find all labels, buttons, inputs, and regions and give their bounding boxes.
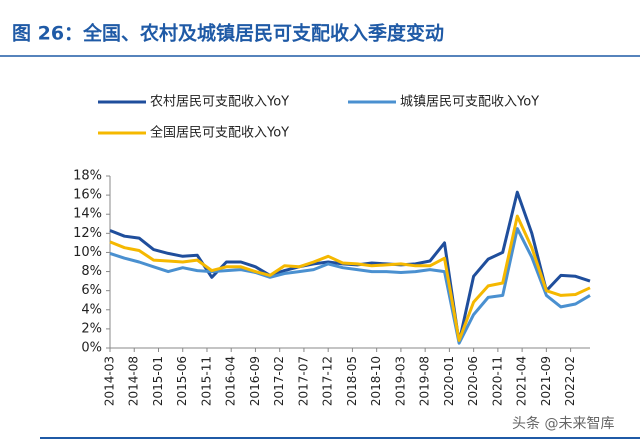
x-tick-label: 2019-08 [418, 356, 432, 406]
y-tick-label: 12% [73, 226, 102, 241]
x-tick-label: 2018-10 [369, 356, 383, 406]
y-tick-label: 10% [73, 245, 102, 260]
x-tick-label: 2018-05 [345, 356, 359, 406]
legend-label: 农村居民可支配收入YoY [150, 95, 289, 110]
x-tick-label: 2015-11 [199, 356, 213, 406]
x-tick-label: 2021-09 [539, 356, 553, 406]
x-tick-label: 2014-03 [103, 356, 117, 406]
series-line [109, 214, 591, 342]
x-tick-label: 2015-06 [175, 356, 189, 406]
x-tick-label: 2022-02 [563, 356, 577, 406]
y-tick-label: 8% [81, 264, 102, 279]
legend-label: 城镇居民可支配收入YoY [400, 95, 539, 110]
x-tick-label: 2017-02 [272, 356, 286, 406]
y-tick-label: 16% [73, 188, 102, 203]
x-tick-label: 2021-04 [515, 356, 529, 406]
y-tick-label: 14% [73, 207, 102, 222]
x-tick-label: 2014-08 [127, 356, 141, 406]
watermark: 头条 @未来智库 [512, 415, 614, 432]
y-tick-label: 0% [81, 341, 102, 356]
chart-title: 图 26：全国、农村及城镇居民可支配收入季度变动 [12, 22, 444, 45]
x-tick-label: 2020-01 [442, 356, 456, 406]
x-tick-label: 2020-11 [490, 356, 504, 406]
x-tick-label: 2016-04 [224, 356, 238, 406]
x-tick-label: 2016-09 [248, 356, 262, 406]
y-tick-label: 4% [81, 302, 102, 317]
x-tick-label: 2020-06 [466, 356, 480, 406]
legend-label: 全国居民可支配收入YoY [150, 125, 289, 141]
y-tick-label: 18% [73, 169, 102, 184]
x-tick-label: 2015-01 [151, 356, 165, 406]
x-tick-label: 2019-03 [393, 356, 407, 406]
y-tick-label: 6% [81, 283, 102, 298]
x-tick-label: 2017-07 [296, 356, 310, 406]
series-line [109, 227, 591, 345]
x-tick-label: 2017-12 [321, 356, 335, 406]
y-tick-label: 2% [81, 321, 102, 336]
